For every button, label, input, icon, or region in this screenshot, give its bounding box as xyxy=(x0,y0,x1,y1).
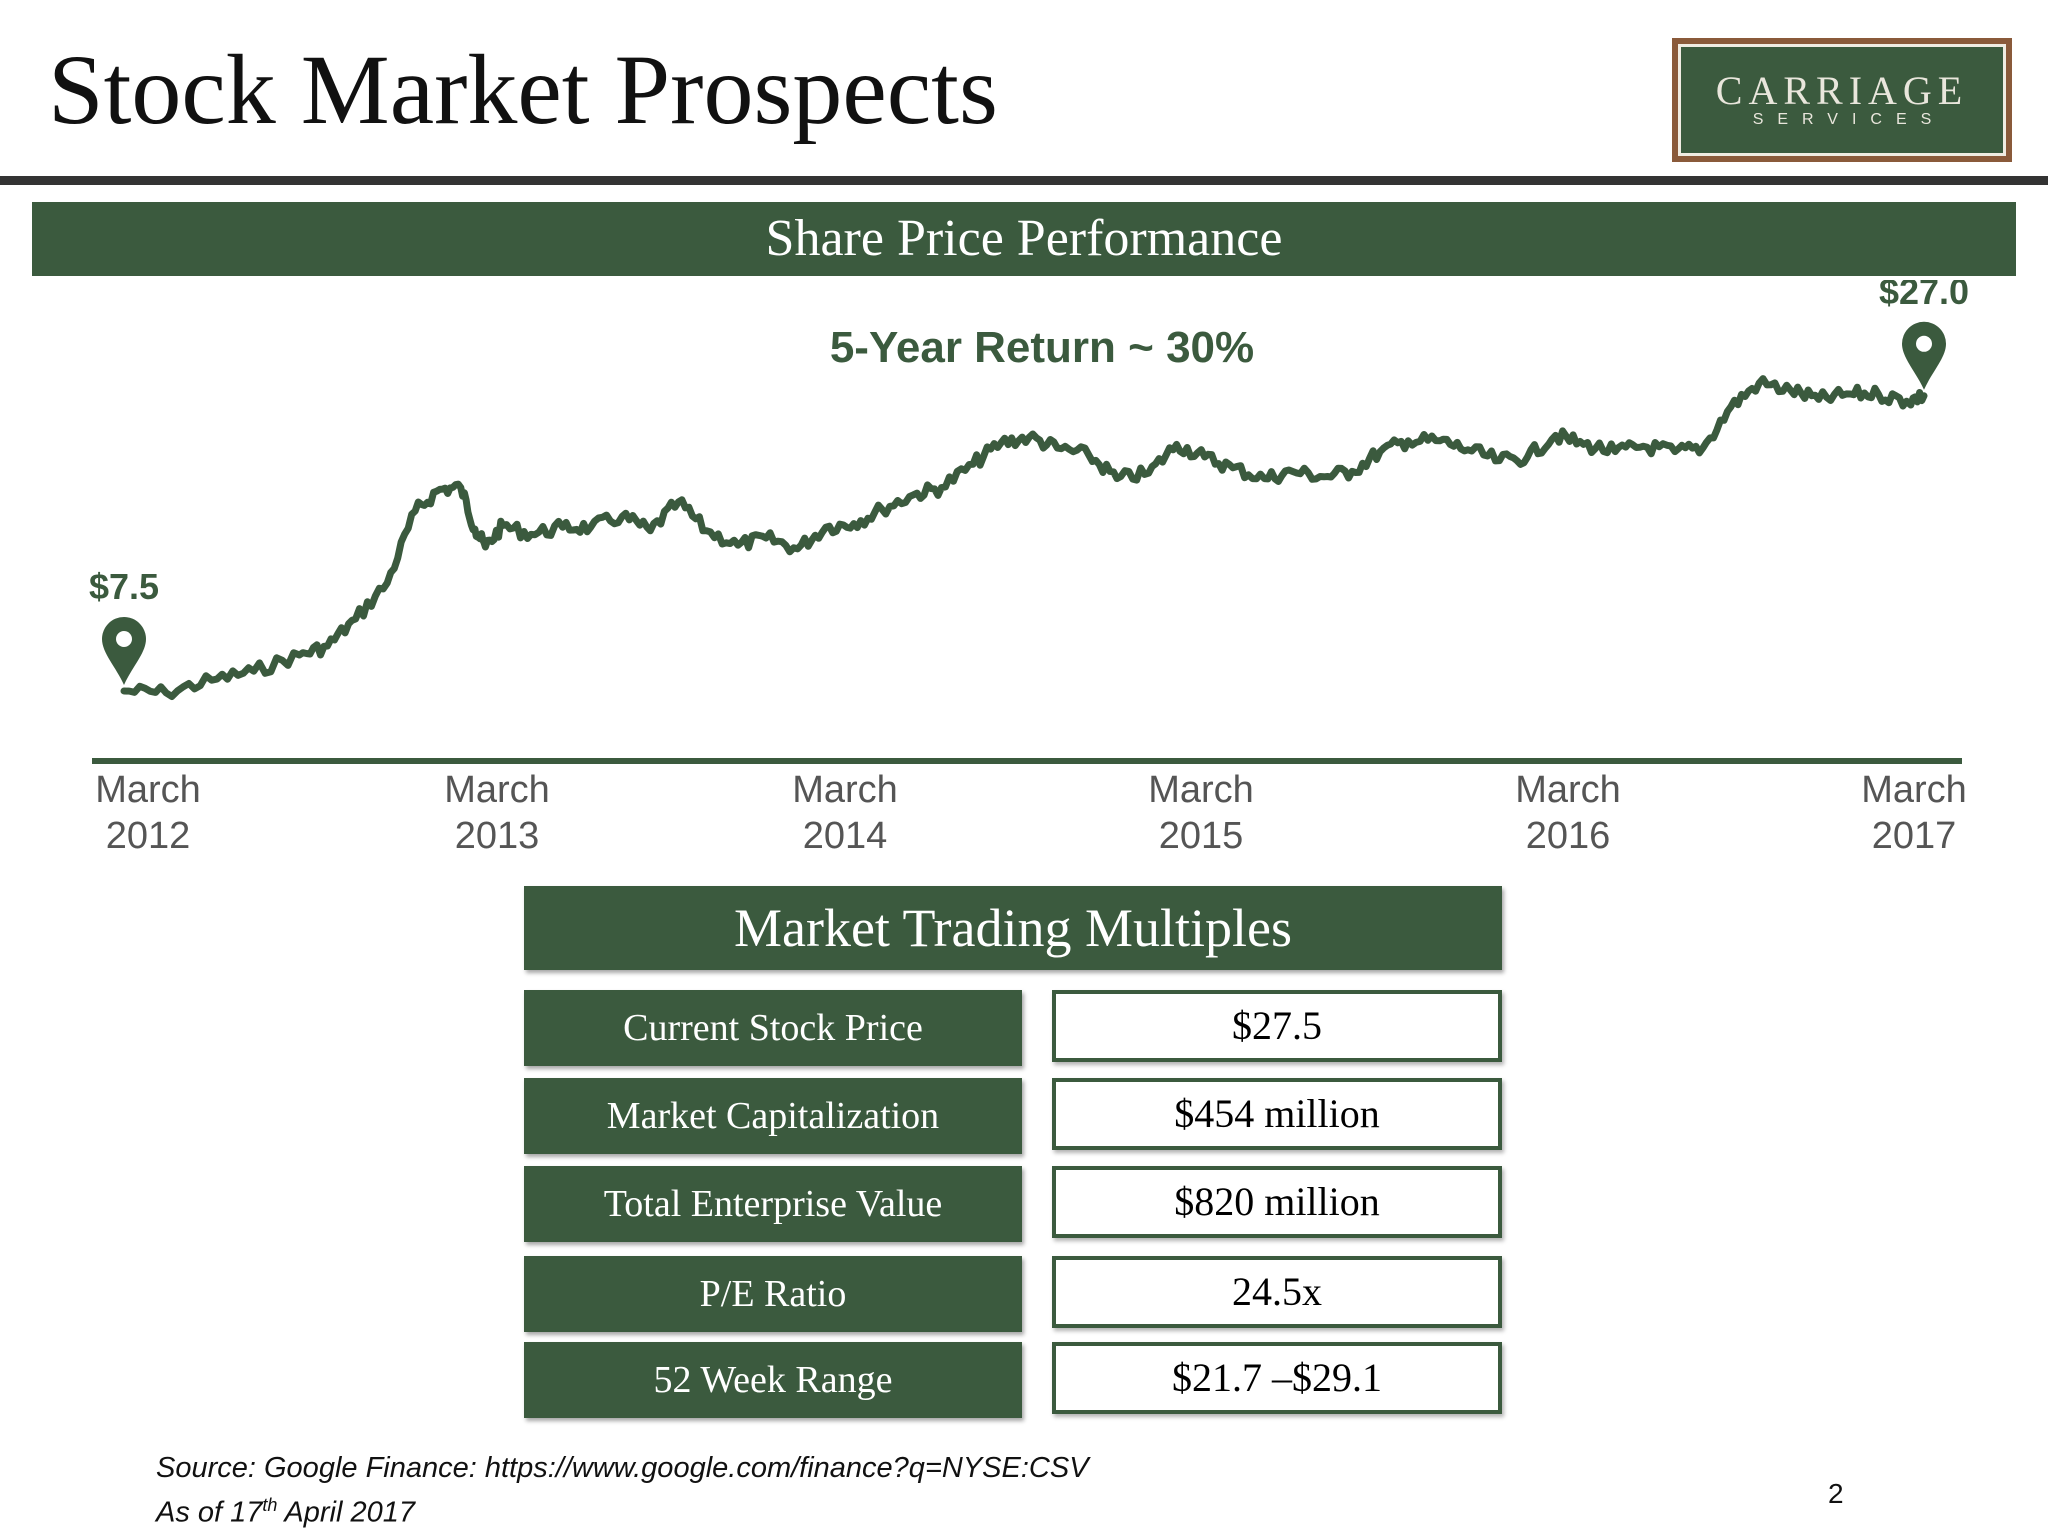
pe-ratio-value: 24.5x xyxy=(1052,1256,1502,1328)
map-pin-icon xyxy=(102,617,146,685)
as-of-sup: th xyxy=(262,1495,278,1515)
logo-sub-text: SERVICES xyxy=(1752,111,1946,128)
as-of-suffix: April 2017 xyxy=(277,1496,415,1529)
source-text: Source: Google Finance: https://www.goog… xyxy=(156,1452,1089,1484)
share-price-banner: Share Price Performance xyxy=(32,202,2016,276)
page-number: 2 xyxy=(1828,1478,1844,1509)
chart-title: 5-Year Return ~ 30% xyxy=(830,323,1254,372)
source-note: Source: Google Finance: https://www.goog… xyxy=(156,1450,1089,1532)
x-tick-label: March 2015 xyxy=(1148,769,1254,857)
enterprise-value-value: $820 million xyxy=(1052,1166,1502,1238)
52-week-range-label: 52 Week Range xyxy=(524,1342,1022,1418)
market-cap-value: $454 million xyxy=(1052,1078,1502,1150)
pe-ratio-label: P/E Ratio xyxy=(524,1256,1022,1332)
logo-panel: CARRIAGE SERVICES xyxy=(1678,44,2006,156)
enterprise-value-label: Total Enterprise Value xyxy=(524,1166,1022,1242)
title-divider xyxy=(0,176,2048,185)
price-annotations: $7.5 $27.0 xyxy=(89,280,1969,685)
slide-title: Stock Market Prospects xyxy=(48,34,998,145)
multiples-banner: Market Trading Multiples xyxy=(524,886,1502,970)
x-tick-label: March 2014 xyxy=(792,769,898,857)
as-of-date: As of 17th April 2017 xyxy=(156,1487,1089,1532)
current-stock-price-value: $27.5 xyxy=(1052,990,1502,1062)
current-stock-price-label: Current Stock Price xyxy=(524,990,1022,1066)
logo-main-text: CARRIAGE xyxy=(1715,68,1969,113)
x-tick-label: March 2017 xyxy=(1861,769,1967,857)
x-tick-label: March 2016 xyxy=(1515,769,1621,857)
as-of-prefix: As of 17 xyxy=(156,1496,263,1529)
price-annotation-label: $27.0 xyxy=(1879,280,1969,312)
price-annotation-label: $7.5 xyxy=(89,566,159,607)
52-week-range-value: $21.7 –$29.1 xyxy=(1052,1342,1502,1414)
x-tick-label: March 2013 xyxy=(444,769,550,857)
series-line xyxy=(120,375,1928,700)
market-cap-label: Market Capitalization xyxy=(524,1078,1022,1154)
x-tick-label: March 2012 xyxy=(95,769,201,857)
map-pin-icon xyxy=(1902,321,1946,390)
x-tick-labels: March 2012 March 2013 March 2014 March 2015 Marc… xyxy=(95,769,1967,857)
carriage-services-logo: CARRIAGE SERVICES xyxy=(1672,38,2012,162)
